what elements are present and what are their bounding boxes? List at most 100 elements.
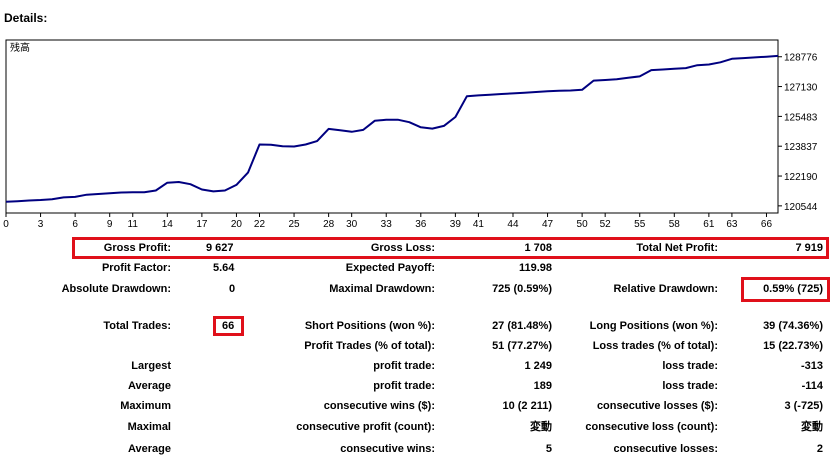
average-label: Average: [127, 380, 171, 392]
x-tick-label: 17: [196, 219, 208, 230]
avg-consec-losses-value: 2: [816, 443, 823, 455]
absolute-drawdown-value: 0: [229, 283, 236, 295]
y-tick-label: 123837: [784, 142, 818, 153]
short-positions-label: Short Positions (won %):: [304, 320, 435, 332]
largest-profit-label: profit trade:: [373, 360, 435, 372]
highlight-relative-drawdown: [741, 277, 830, 302]
balance-series-line: [5, 54, 779, 203]
stats-row-maximum: Maximum consecutive wins ($): 10 (2 211)…: [0, 398, 838, 414]
y-tick-label: 120544: [784, 202, 818, 213]
x-tick-label: 11: [128, 219, 139, 230]
relative-drawdown-label: Relative Drawdown:: [613, 283, 718, 295]
expected-payoff-value: 119.98: [518, 262, 552, 274]
stats-row-factor: Profit Factor: 5.64 Expected Payoff: 119…: [0, 260, 838, 276]
x-tick-label: 39: [450, 219, 462, 230]
max-consec-wins-label: consecutive wins ($):: [323, 400, 435, 412]
largest-label: Largest: [131, 360, 171, 372]
x-tick-label: 20: [231, 219, 243, 230]
y-tick-label: 127130: [784, 83, 818, 94]
largest-loss-value: -313: [800, 360, 823, 372]
x-tick-label: 25: [288, 219, 300, 230]
x-tick-label: 6: [72, 219, 78, 230]
avg-consec-wins-value: 5: [545, 443, 552, 455]
expected-payoff-label: Expected Payoff:: [345, 262, 435, 274]
x-tick-label: 61: [703, 219, 715, 230]
stats-row-average: Average profit trade: 189 loss trade: -1…: [0, 378, 838, 394]
y-tick-label: 122190: [784, 172, 818, 183]
balance-chart: 0 3 6 9 11 14 17 20 22 25 28 30 33 36 39 41 44 47 50 52 55 58…: [0, 36, 838, 232]
maximal-consec-profit-label: consecutive profit (count):: [296, 421, 435, 433]
highlight-profit-row: [72, 237, 829, 259]
short-positions-value: 27 (81.48%): [492, 320, 552, 332]
y-tick-label: 128776: [784, 53, 818, 64]
average-loss-value: -114: [801, 380, 823, 392]
x-tick-label: 47: [542, 219, 554, 230]
gross-profit-label: Gross Profit:: [103, 242, 171, 254]
x-tick-label: 41: [473, 219, 485, 230]
average2-label: Average: [127, 443, 171, 455]
x-tick-label: 44: [507, 219, 519, 230]
stats-row-trades: Total Trades: 66 Short Positions (won %)…: [0, 318, 838, 334]
x-tick-label: 3: [38, 219, 44, 230]
x-tick-label: 22: [254, 219, 266, 230]
max-consec-losses-label: consecutive losses ($):: [596, 400, 718, 412]
profit-factor-label: Profit Factor:: [101, 262, 171, 274]
details-heading: Details:: [4, 11, 48, 25]
x-tick-label: 58: [669, 219, 681, 230]
maximal-consec-profit-value: 変動: [530, 421, 552, 433]
plot-area: [5, 39, 779, 214]
x-tick-label: 55: [634, 219, 646, 230]
x-tick-label: 9: [107, 219, 113, 230]
loss-trades-value: 15 (22.73%): [763, 340, 823, 352]
balance-chart-svg: 0 3 6 9 11 14 17 20 22 25 28 30 33 36 39 41 44 47 50 52 55 58…: [3, 39, 818, 230]
gross-loss-value: 1 708: [524, 242, 552, 254]
relative-drawdown-value: 0.59% (725): [763, 283, 823, 295]
x-tick-label: 30: [346, 219, 358, 230]
maximal-drawdown-label: Maximal Drawdown:: [329, 283, 435, 295]
largest-loss-label: loss trade:: [662, 360, 718, 372]
long-positions-label: Long Positions (won %):: [589, 320, 718, 332]
long-positions-value: 39 (74.36%): [763, 320, 823, 332]
profit-trades-value: 51 (77.27%): [492, 340, 552, 352]
stats-row-largest: Largest profit trade: 1 249 loss trade: …: [0, 358, 838, 374]
profit-factor-value: 5.64: [213, 262, 235, 274]
x-tick-label: 0: [3, 219, 9, 230]
x-tick-label: 14: [162, 219, 174, 230]
highlight-total-trades: [213, 316, 244, 336]
gross-profit-value: 9 627: [206, 242, 234, 254]
legend-label: 残高: [10, 41, 30, 54]
gross-loss-label: Gross Loss:: [370, 242, 435, 254]
profit-trades-label: Profit Trades (% of total):: [304, 340, 435, 352]
largest-profit-value: 1 249: [524, 360, 552, 372]
x-tick-label: 28: [323, 219, 335, 230]
x-tick-label: 50: [577, 219, 589, 230]
avg-consec-wins-label: consecutive wins:: [340, 443, 435, 455]
average-loss-label: loss trade:: [662, 380, 718, 392]
maximum-label: Maximum: [120, 400, 171, 412]
absolute-drawdown-label: Absolute Drawdown:: [61, 283, 171, 295]
total-trades-label: Total Trades:: [103, 320, 171, 332]
x-tick-label: 52: [600, 219, 612, 230]
x-tick-label: 33: [381, 219, 393, 230]
stats-row-average-consec: Average consecutive wins: 5 consecutive …: [0, 441, 838, 457]
total-net-profit-label: Total Net Profit:: [636, 242, 718, 254]
stats-row-maximal: Maximal consecutive profit (count): 変動 c…: [0, 419, 838, 435]
stats-row-drawdown: Absolute Drawdown: 0 Maximal Drawdown: 7…: [0, 281, 838, 297]
total-net-profit-value: 7 919: [795, 242, 823, 254]
max-consec-losses-value: 3 (-725): [784, 400, 823, 412]
total-trades-value: 66: [222, 320, 235, 332]
maximal-drawdown-value: 725 (0.59%): [492, 283, 552, 295]
loss-trades-label: Loss trades (% of total):: [592, 340, 718, 352]
max-consec-wins-value: 10 (2 211): [502, 400, 552, 412]
average-profit-value: 189: [533, 380, 552, 392]
y-tick-label: 125483: [784, 112, 818, 123]
x-tick-label: 66: [761, 219, 773, 230]
x-tick-label: 36: [415, 219, 427, 230]
x-tick-label: 63: [726, 219, 738, 230]
maximal-consec-loss-label: consecutive loss (count):: [585, 421, 718, 433]
maximal-label: Maximal: [127, 421, 171, 433]
avg-consec-losses-label: consecutive losses:: [613, 443, 718, 455]
stats-row-profit: Gross Profit: 9 627 Gross Loss: 1 708 To…: [0, 240, 838, 256]
maximal-consec-loss-value: 変動: [801, 421, 823, 433]
stats-row-profit-trades: Profit Trades (% of total): 51 (77.27%) …: [0, 338, 838, 354]
